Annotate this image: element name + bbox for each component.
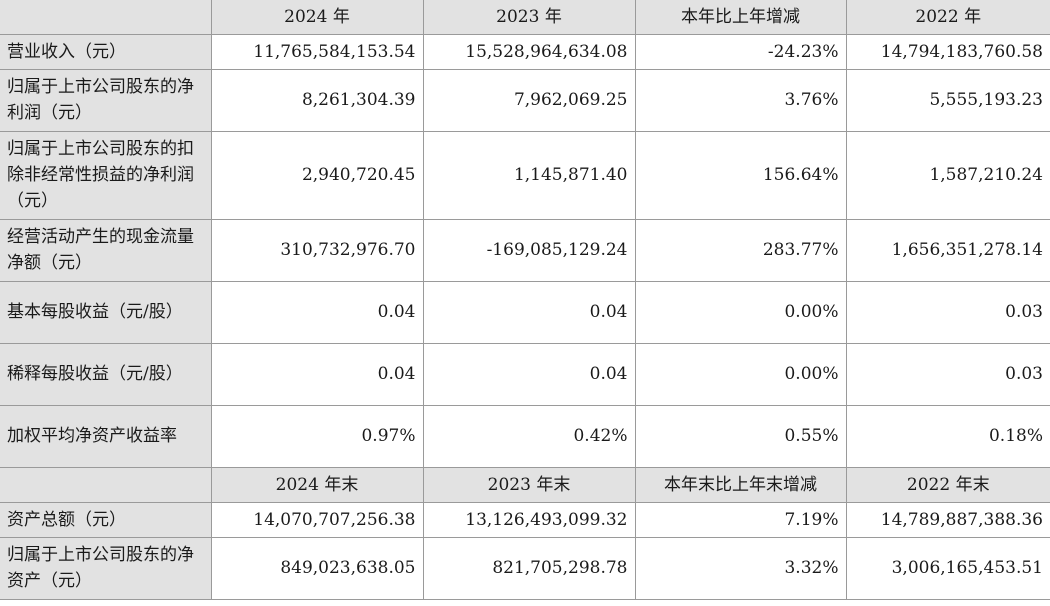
table-row: 营业收入（元） 11,765,584,153.54 15,528,964,634… (0, 33, 1050, 70)
cell-value: 8,261,304.39 (210, 68, 424, 132)
cell-value: 14,789,887,388.36 (845, 501, 1050, 538)
cell-value: 0.04 (210, 342, 424, 406)
cell-value: 15,528,964,634.08 (422, 33, 636, 70)
cell-value: 13,126,493,099.32 (422, 501, 636, 538)
cell-value: 3.76% (634, 68, 847, 132)
table-row: 归属于上市公司股东的净利润（元） 8,261,304.39 7,962,069.… (0, 68, 1050, 132)
cell-value: 7.19% (634, 501, 847, 538)
cell-value: 0.04 (422, 342, 636, 406)
table-row: 经营活动产生的现金流量净额（元） 310,732,976.70 -169,085… (0, 218, 1050, 282)
table-row: 基本每股收益（元/股） 0.04 0.04 0.00% 0.03 (0, 280, 1050, 344)
cell-value: 0.42% (422, 404, 636, 468)
header-row-annual: 2024 年 2023 年 本年比上年增减 2022 年 (0, 0, 1050, 35)
row-label-operating-cash-flow: 经营活动产生的现金流量净额（元） (0, 218, 212, 282)
table-row: 资产总额（元） 14,070,707,256.38 13,126,493,099… (0, 501, 1050, 538)
cell-value: 7,962,069.25 (422, 68, 636, 132)
cell-value: 0.55% (634, 404, 847, 468)
cell-value: 849,023,638.05 (210, 536, 424, 600)
table-row: 稀释每股收益（元/股） 0.04 0.04 0.00% 0.03 (0, 342, 1050, 406)
cell-value: 310,732,976.70 (210, 218, 424, 282)
header-2024-end: 2024 年末 (210, 466, 424, 503)
cell-value: 0.18% (845, 404, 1050, 468)
header-corner-cell (0, 0, 212, 35)
row-label-diluted-eps: 稀释每股收益（元/股） (0, 342, 212, 406)
row-label-revenue: 营业收入（元） (0, 33, 212, 70)
cell-value: 0.00% (634, 280, 847, 344)
cell-value: 14,794,183,760.58 (845, 33, 1050, 70)
cell-value: 11,765,584,153.54 (210, 33, 424, 70)
cell-value: 1,587,210.24 (845, 130, 1050, 220)
cell-value: 2,940,720.45 (210, 130, 424, 220)
cell-value: 0.03 (845, 280, 1050, 344)
cell-value: 1,145,871.40 (422, 130, 636, 220)
cell-value: -169,085,129.24 (422, 218, 636, 282)
cell-value: 3,006,165,453.51 (845, 536, 1050, 600)
header-yoy-change-end: 本年末比上年末增减 (634, 466, 847, 503)
row-label-net-assets: 归属于上市公司股东的净资产（元） (0, 536, 212, 600)
cell-value: 0.03 (845, 342, 1050, 406)
table-row: 加权平均净资产收益率 0.97% 0.42% 0.55% 0.18% (0, 404, 1050, 468)
header-row-year-end: 2024 年末 2023 年末 本年末比上年末增减 2022 年末 (0, 466, 1050, 503)
row-label-net-profit: 归属于上市公司股东的净利润（元） (0, 68, 212, 132)
cell-value: 156.64% (634, 130, 847, 220)
header-2023: 2023 年 (422, 0, 636, 35)
table-row: 归属于上市公司股东的扣除非经常性损益的净利润（元） 2,940,720.45 1… (0, 130, 1050, 220)
cell-value: 821,705,298.78 (422, 536, 636, 600)
cell-value: 0.04 (422, 280, 636, 344)
cell-value: 5,555,193.23 (845, 68, 1050, 132)
table-row: 归属于上市公司股东的净资产（元） 849,023,638.05 821,705,… (0, 536, 1050, 600)
header-2023-end: 2023 年末 (422, 466, 636, 503)
cell-value: 0.97% (210, 404, 424, 468)
header-2022: 2022 年 (845, 0, 1050, 35)
header-2024: 2024 年 (210, 0, 424, 35)
row-label-basic-eps: 基本每股收益（元/股） (0, 280, 212, 344)
cell-value: -24.23% (634, 33, 847, 70)
header-corner-cell (0, 466, 212, 503)
cell-value: 1,656,351,278.14 (845, 218, 1050, 282)
row-label-adjusted-net-profit: 归属于上市公司股东的扣除非经常性损益的净利润（元） (0, 130, 212, 220)
header-yoy-change: 本年比上年增减 (634, 0, 847, 35)
cell-value: 0.04 (210, 280, 424, 344)
header-2022-end: 2022 年末 (845, 466, 1050, 503)
cell-value: 283.77% (634, 218, 847, 282)
cell-value: 3.32% (634, 536, 847, 600)
cell-value: 0.00% (634, 342, 847, 406)
cell-value: 14,070,707,256.38 (210, 501, 424, 538)
row-label-weighted-roe: 加权平均净资产收益率 (0, 404, 212, 468)
row-label-total-assets: 资产总额（元） (0, 501, 212, 538)
